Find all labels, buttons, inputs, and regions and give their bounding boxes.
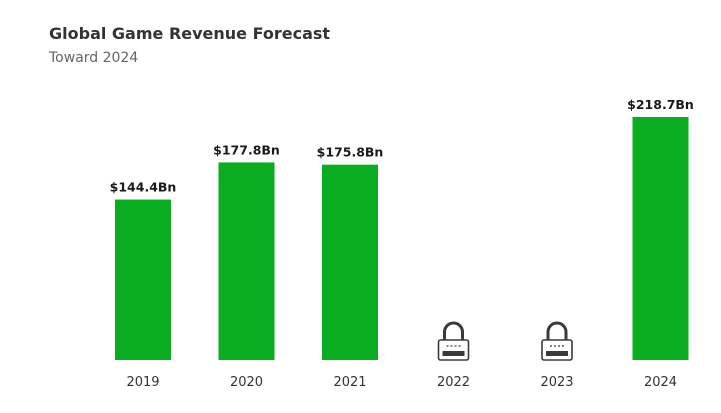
chart-subtitle: Toward 2024: [49, 50, 139, 66]
padlock-shackle: [443, 321, 464, 340]
padlock-icon: [541, 321, 573, 361]
padlock-stripe: [546, 351, 568, 356]
data-label-2020: $177.8Bn: [213, 142, 280, 157]
x-tick-label: 2019: [126, 375, 159, 390]
bar-2021: [322, 164, 378, 360]
data-label-2021: $175.8Bn: [317, 145, 384, 160]
bar-2024: [632, 117, 689, 360]
bar-2020: [218, 162, 275, 360]
padlock-body: [541, 339, 573, 361]
data-label-2019: $144.4Bn: [110, 180, 177, 195]
x-tick-label: 2023: [540, 375, 573, 390]
x-tick-label: 2022: [437, 375, 470, 390]
chart-title: Global Game Revenue Forecast: [49, 24, 331, 43]
x-tick-label: 2024: [644, 375, 677, 390]
padlock-stripe: [442, 351, 465, 356]
x-tick-label: 2021: [333, 375, 366, 390]
padlock-shackle: [546, 321, 568, 340]
x-tick-label: 2020: [230, 375, 263, 390]
data-label-2024: $218.7Bn: [627, 97, 694, 112]
padlock-body: [437, 339, 470, 361]
padlock-icon: [437, 321, 470, 361]
bar-2019: [115, 199, 171, 360]
